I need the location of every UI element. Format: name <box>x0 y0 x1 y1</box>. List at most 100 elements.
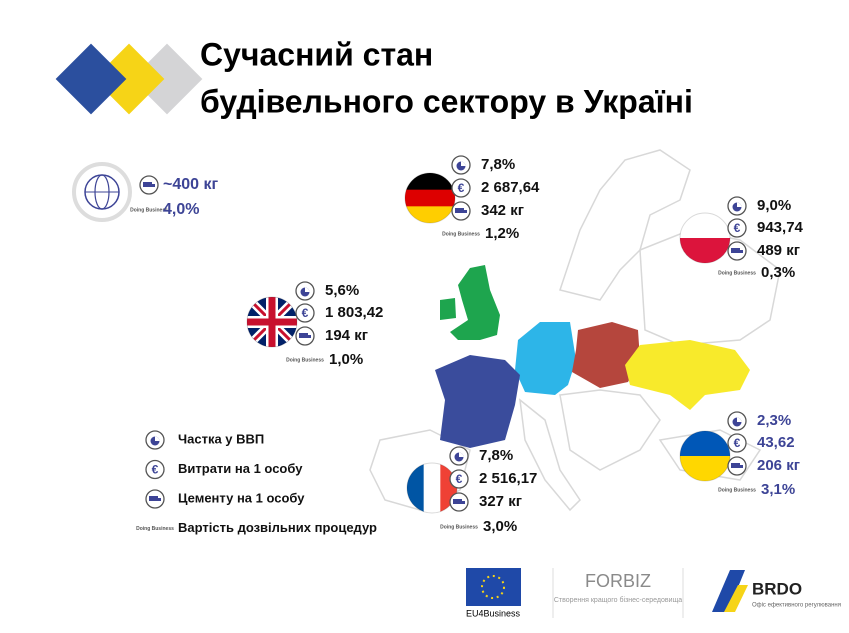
euro-icon: € <box>456 472 463 486</box>
truck-icon <box>299 333 308 338</box>
pie-slice <box>737 202 742 207</box>
country-value: 1,2% <box>485 225 519 242</box>
flag-stripe <box>407 463 424 513</box>
country-value: 9,0% <box>757 197 791 214</box>
eu-stars <box>481 575 505 599</box>
icon-ring <box>140 201 158 219</box>
icon-ring <box>452 225 470 243</box>
title-line: будівельного сектору в Україні <box>200 83 693 119</box>
icon-ring <box>451 178 471 198</box>
forbiz-logo: FORBIZ <box>585 571 651 591</box>
world-value: 4,0% <box>163 201 199 218</box>
truck-icon <box>731 248 740 253</box>
icon-ring <box>296 351 314 369</box>
country-value: 1,0% <box>329 351 363 368</box>
doing-business-icon: Doing Business <box>440 524 478 530</box>
pie-slice <box>737 417 742 422</box>
flag <box>247 297 297 347</box>
forbiz-sub: Створення кращого бізнес-середовища <box>554 596 682 604</box>
eu-flag <box>466 568 521 606</box>
doing-business-icon: Doing Business <box>718 270 756 276</box>
country-value: 5,6% <box>325 282 359 299</box>
doing-business-icon: Doing Business <box>442 231 480 237</box>
doing-business-icon: Doing Business <box>130 207 168 213</box>
country-value: 0,3% <box>761 264 795 281</box>
icon-ring <box>728 481 746 499</box>
icon-ring <box>449 469 469 489</box>
country-value: 7,8% <box>479 447 513 464</box>
icon-ring <box>728 264 746 282</box>
flag-shine <box>679 212 731 264</box>
country-value: 342 кг <box>481 202 524 219</box>
truck-cab <box>152 184 155 187</box>
brdo-mark <box>724 585 748 612</box>
country-value: 3,1% <box>761 481 795 498</box>
euro-icon: € <box>302 306 309 320</box>
brdo-mark <box>712 570 745 612</box>
country-value: 206 кг <box>757 457 800 474</box>
icon-ring <box>146 519 164 538</box>
country-value: 194 кг <box>325 327 368 344</box>
flag-shine <box>679 430 731 482</box>
icon-ring <box>295 303 315 323</box>
flag-stripe <box>405 189 455 207</box>
country-value: 943,74 <box>757 219 804 236</box>
flag <box>405 173 455 223</box>
balkans <box>559 389 661 471</box>
icon-ring <box>145 459 165 480</box>
country-value: 2,3% <box>757 412 791 429</box>
truck-icon <box>731 463 740 468</box>
euro-icon: € <box>734 221 741 235</box>
flag-stripe <box>405 173 455 191</box>
truck-icon <box>149 496 158 501</box>
pie-slice <box>155 436 160 441</box>
icon-ring <box>450 518 468 536</box>
legend-label: Витрати на 1 особу <box>178 461 303 476</box>
truck-cab <box>740 465 743 468</box>
truck-cab <box>740 250 743 253</box>
truck-cab <box>308 335 311 338</box>
truck-icon <box>453 499 462 504</box>
doing-business-icon: Doing Business <box>718 487 756 493</box>
icon-ring <box>727 433 747 453</box>
world-value: ~400 кг <box>163 176 218 193</box>
france-shape <box>435 355 520 448</box>
doing-business-icon: Doing Business <box>286 357 324 363</box>
euro-icon: € <box>458 181 465 195</box>
flag-cross <box>247 297 297 347</box>
eu-label: EU4Business <box>466 608 521 618</box>
doing-business-icon: Doing Business <box>136 526 174 532</box>
truck-cab <box>464 210 467 213</box>
euro-icon: € <box>734 436 741 450</box>
germany-shape <box>515 322 576 395</box>
country-value: 489 кг <box>757 242 800 259</box>
country-value: 2 516,17 <box>479 470 537 487</box>
legend-label: Вартість дозвільних процедур <box>178 520 377 535</box>
legend-label: Цементу на 1 особу <box>178 490 305 505</box>
flag-stripe <box>423 463 441 513</box>
flag-shine <box>246 296 298 348</box>
world-icon <box>72 162 132 222</box>
country-value: 1 803,42 <box>325 304 383 321</box>
truck-icon <box>455 208 464 213</box>
title-line: Сучасний стан <box>200 36 433 72</box>
pie-slice <box>461 161 466 166</box>
italy <box>519 398 581 512</box>
legend-label: Частка у ВВП <box>178 431 264 446</box>
pie-slice <box>305 287 310 292</box>
poland-shape <box>572 322 640 388</box>
country-value: 7,8% <box>481 156 515 173</box>
uk-shape <box>440 265 500 340</box>
country-value: 3,0% <box>483 518 517 535</box>
footer: EU4Business FORBIZ Створення кращого біз… <box>466 568 841 618</box>
country-value: 327 кг <box>479 493 522 510</box>
country-value: 2 687,64 <box>481 179 540 196</box>
truck-cab <box>158 498 161 501</box>
icon-ring <box>727 218 747 238</box>
ukraine-shape <box>625 340 750 410</box>
flag-stripe <box>405 206 455 223</box>
